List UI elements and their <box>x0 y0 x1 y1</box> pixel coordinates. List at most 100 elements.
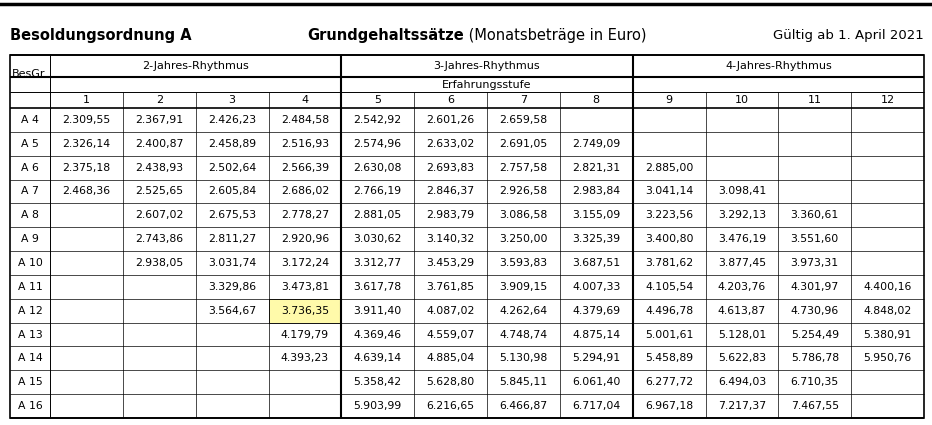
Text: 4.748,74: 4.748,74 <box>500 329 547 340</box>
Text: 5.294,91: 5.294,91 <box>572 353 621 363</box>
Text: 2.542,92: 2.542,92 <box>353 115 402 125</box>
Text: 2.846,37: 2.846,37 <box>427 187 474 196</box>
Text: 2.757,58: 2.757,58 <box>500 163 547 173</box>
Text: 3.400,80: 3.400,80 <box>645 234 693 244</box>
Text: 2.375,18: 2.375,18 <box>62 163 111 173</box>
Text: 3.292,13: 3.292,13 <box>718 210 766 220</box>
Text: A 11: A 11 <box>18 282 42 292</box>
Text: 2.468,36: 2.468,36 <box>62 187 111 196</box>
Text: 3.041,14: 3.041,14 <box>645 187 693 196</box>
Text: 2-Jahres-Rhythmus: 2-Jahres-Rhythmus <box>143 61 249 71</box>
Text: 3: 3 <box>228 95 236 105</box>
Text: 2.630,08: 2.630,08 <box>353 163 402 173</box>
Text: 4.496,78: 4.496,78 <box>645 306 693 316</box>
Text: 6.494,03: 6.494,03 <box>718 377 766 387</box>
Text: 4: 4 <box>301 95 308 105</box>
Text: 2.938,05: 2.938,05 <box>135 258 184 268</box>
Text: 6.277,72: 6.277,72 <box>645 377 693 387</box>
Text: 3.031,74: 3.031,74 <box>208 258 256 268</box>
Text: 2.811,27: 2.811,27 <box>208 234 256 244</box>
Text: 3.312,77: 3.312,77 <box>353 258 402 268</box>
Text: 2.821,31: 2.821,31 <box>572 163 621 173</box>
Text: 8: 8 <box>593 95 600 105</box>
Text: 6.061,40: 6.061,40 <box>572 377 621 387</box>
Text: Erfahrungsstufe: Erfahrungsstufe <box>443 79 532 90</box>
Text: 6.717,04: 6.717,04 <box>572 401 621 411</box>
Text: 3.140,32: 3.140,32 <box>427 234 474 244</box>
Text: 1: 1 <box>83 95 89 105</box>
Text: 3.564,67: 3.564,67 <box>208 306 256 316</box>
Text: 2.881,05: 2.881,05 <box>353 210 402 220</box>
Text: 2.691,05: 2.691,05 <box>500 139 547 149</box>
Text: 2.607,02: 2.607,02 <box>135 210 184 220</box>
Text: 3.877,45: 3.877,45 <box>718 258 766 268</box>
Text: 3.155,09: 3.155,09 <box>572 210 621 220</box>
Text: 4.179,79: 4.179,79 <box>281 329 329 340</box>
Text: A 4: A 4 <box>21 115 39 125</box>
Text: A 15: A 15 <box>18 377 42 387</box>
Text: 6.967,18: 6.967,18 <box>645 401 693 411</box>
Text: 5.950,76: 5.950,76 <box>863 353 911 363</box>
Text: 2.516,93: 2.516,93 <box>281 139 329 149</box>
Text: A 8: A 8 <box>21 210 39 220</box>
Text: 6.466,87: 6.466,87 <box>500 401 547 411</box>
Text: 2.659,58: 2.659,58 <box>500 115 547 125</box>
Text: 2.743,86: 2.743,86 <box>135 234 184 244</box>
Text: 2.749,09: 2.749,09 <box>572 139 621 149</box>
Text: 6.216,65: 6.216,65 <box>427 401 474 411</box>
Text: 9: 9 <box>665 95 673 105</box>
Text: 2.605,84: 2.605,84 <box>208 187 256 196</box>
Text: A 13: A 13 <box>18 329 42 340</box>
Text: 4.007,33: 4.007,33 <box>572 282 621 292</box>
Text: 4.400,16: 4.400,16 <box>863 282 911 292</box>
Text: 2.400,87: 2.400,87 <box>135 139 184 149</box>
Text: 3.973,31: 3.973,31 <box>790 258 839 268</box>
Text: 3.736,35: 3.736,35 <box>281 306 329 316</box>
Text: 2.574,96: 2.574,96 <box>353 139 402 149</box>
Text: 5.001,61: 5.001,61 <box>645 329 693 340</box>
Text: 11: 11 <box>808 95 822 105</box>
Text: 4.875,14: 4.875,14 <box>572 329 621 340</box>
Text: 2.525,65: 2.525,65 <box>135 187 184 196</box>
Text: 4-Jahres-Rhythmus: 4-Jahres-Rhythmus <box>725 61 831 71</box>
Text: 6.710,35: 6.710,35 <box>790 377 839 387</box>
Text: 3.223,56: 3.223,56 <box>645 210 693 220</box>
Text: 4.262,64: 4.262,64 <box>500 306 547 316</box>
Text: 4.639,14: 4.639,14 <box>353 353 402 363</box>
Text: Besoldungsordnung A: Besoldungsordnung A <box>10 28 192 42</box>
Text: BesGr.: BesGr. <box>12 68 48 79</box>
Text: 5.622,83: 5.622,83 <box>718 353 766 363</box>
Text: 4.301,97: 4.301,97 <box>790 282 839 292</box>
Text: 2.983,79: 2.983,79 <box>427 210 474 220</box>
Text: 4.885,04: 4.885,04 <box>427 353 474 363</box>
Text: 2.502,64: 2.502,64 <box>208 163 256 173</box>
Text: 4.730,96: 4.730,96 <box>790 306 839 316</box>
Text: 5: 5 <box>375 95 381 105</box>
Text: 10: 10 <box>735 95 749 105</box>
Text: 12: 12 <box>881 95 895 105</box>
Text: 5.786,78: 5.786,78 <box>790 353 839 363</box>
Text: 3.617,78: 3.617,78 <box>353 282 402 292</box>
Text: 2.458,89: 2.458,89 <box>208 139 256 149</box>
Text: 3.911,40: 3.911,40 <box>353 306 402 316</box>
Text: A 6: A 6 <box>21 163 39 173</box>
Text: 3.761,85: 3.761,85 <box>427 282 474 292</box>
Text: 2.686,02: 2.686,02 <box>281 187 329 196</box>
Text: 2.566,39: 2.566,39 <box>281 163 329 173</box>
Text: 7: 7 <box>520 95 527 105</box>
Text: A 14: A 14 <box>18 353 42 363</box>
Bar <box>268 299 341 323</box>
Text: 2.326,14: 2.326,14 <box>62 139 111 149</box>
Text: 4.393,23: 4.393,23 <box>281 353 329 363</box>
Text: 2.426,23: 2.426,23 <box>208 115 256 125</box>
Text: 4.379,69: 4.379,69 <box>572 306 621 316</box>
Bar <box>10 55 924 418</box>
Text: 4.369,46: 4.369,46 <box>353 329 402 340</box>
Text: A 16: A 16 <box>18 401 42 411</box>
Text: Grundgehaltssätze: Grundgehaltssätze <box>308 28 464 42</box>
Text: 3.098,41: 3.098,41 <box>718 187 766 196</box>
Text: 2.675,53: 2.675,53 <box>208 210 256 220</box>
Text: 5.628,80: 5.628,80 <box>427 377 474 387</box>
Text: 5.458,89: 5.458,89 <box>645 353 693 363</box>
Text: Gültig ab 1. April 2021: Gültig ab 1. April 2021 <box>774 28 924 42</box>
